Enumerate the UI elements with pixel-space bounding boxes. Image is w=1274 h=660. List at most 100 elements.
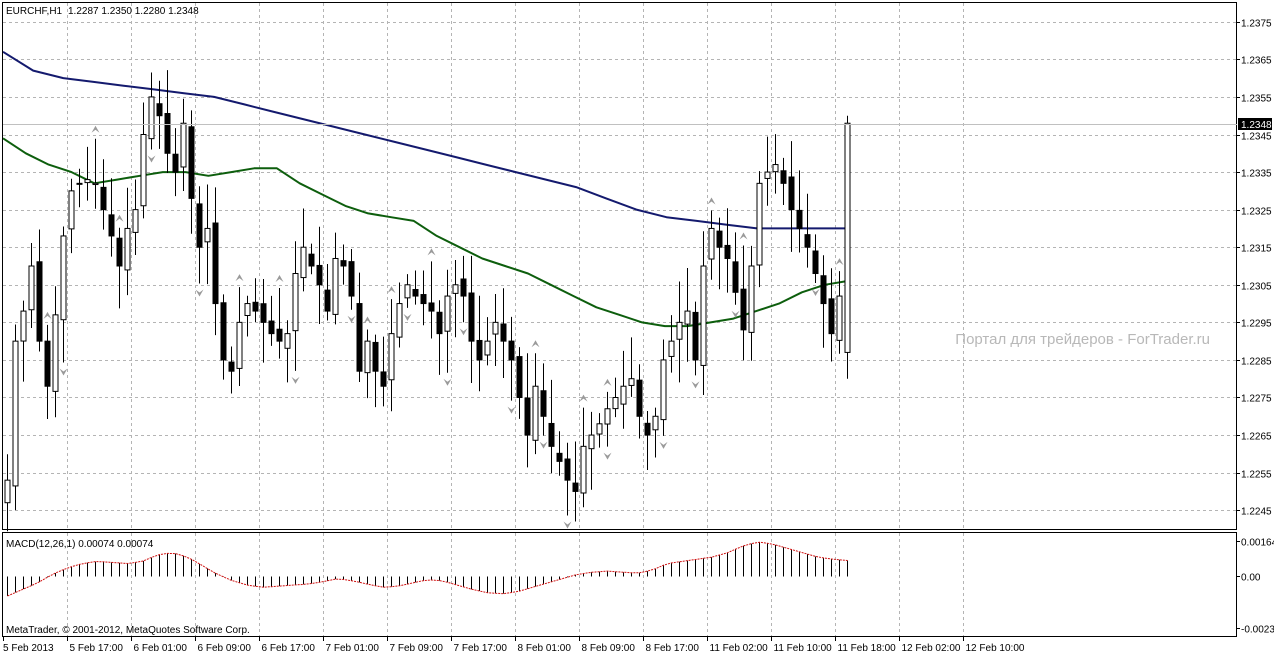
candle [708, 210, 715, 280]
candle [92, 138, 99, 209]
fractal-up-marker [275, 275, 284, 283]
watermark-text: Портал для трейдеров - ForTrader.ru [955, 331, 1210, 348]
candle [300, 208, 307, 292]
candle [340, 244, 347, 285]
candle [844, 115, 851, 379]
candle [156, 80, 163, 149]
y-tick-label: 1.2245 [1241, 507, 1272, 518]
y-tick-label: 1.2255 [1241, 470, 1272, 481]
candle [756, 171, 763, 288]
fractal-down-marker [659, 441, 668, 449]
candle [692, 301, 699, 376]
y-tick-label: 1.2275 [1241, 394, 1272, 405]
macd-histogram [7, 541, 848, 597]
candle [596, 413, 603, 448]
candle [772, 134, 779, 194]
current-price-marker: 1.2348 [1238, 118, 1272, 131]
candle [44, 324, 51, 419]
candle [564, 442, 571, 516]
fractal-up-marker [427, 248, 436, 256]
candle [820, 255, 827, 348]
candle [828, 268, 835, 362]
candle [276, 288, 283, 359]
candle [188, 110, 195, 234]
candle [684, 268, 691, 362]
x-tick-label: 8 Feb 17:00 [646, 643, 700, 654]
candle [780, 157, 787, 206]
fractal-up-marker [531, 340, 540, 348]
y-tick-label: 1.2365 [1241, 56, 1272, 67]
candle [60, 226, 67, 363]
candle [460, 255, 467, 323]
candle [452, 260, 459, 338]
symbol-label: EURCHF,H1 [6, 6, 63, 17]
x-tick-label: 6 Feb 17:00 [262, 643, 316, 654]
y-tick-label: 1.2305 [1241, 282, 1272, 293]
candle [12, 324, 19, 511]
fractal-down-marker [563, 521, 572, 529]
candle [500, 288, 507, 379]
y-tick-label: 1.2355 [1241, 94, 1272, 105]
x-tick-label: 6 Feb 09:00 [198, 643, 252, 654]
x-tick-label: 5 Feb 17:00 [70, 643, 124, 654]
candle [676, 281, 683, 383]
fractal-up-marker [363, 316, 372, 324]
candle [220, 294, 227, 380]
fractal-up-marker [739, 232, 748, 240]
candle [660, 339, 667, 436]
candle [308, 243, 315, 275]
macd-label: MACD(12,26,1) 0.00074 0.00074 [6, 539, 154, 550]
candle [116, 227, 123, 309]
candle [652, 407, 659, 458]
candle [556, 431, 563, 476]
fractal-up-marker [91, 125, 100, 133]
candle [524, 353, 531, 468]
candle [644, 411, 651, 470]
candle [228, 346, 235, 394]
candle [516, 347, 523, 419]
fractal-down-marker [811, 288, 820, 296]
x-tick-label: 12 Feb 02:00 [902, 643, 961, 654]
candle [700, 231, 707, 396]
candle [84, 146, 91, 201]
macd-axis: 0.00164 0.00 -0.00238 [1236, 538, 1274, 636]
candle [252, 278, 259, 322]
x-tick-label: 11 Feb 10:00 [774, 643, 833, 654]
candle [484, 317, 491, 366]
main-grid [3, 3, 1236, 529]
candle [532, 353, 539, 455]
macd-y-tick-label: -0.00238 [1241, 625, 1274, 636]
y-tick-label: 1.2295 [1241, 319, 1272, 330]
candle [140, 102, 147, 219]
y-tick-label: 1.2285 [1241, 357, 1272, 368]
candle [836, 271, 843, 354]
time-axis: 5 Feb 2013 5 Feb 17:00 6 Feb 01:00 6 Feb 09… [3, 637, 1025, 654]
y-tick-label: 1.2315 [1241, 244, 1272, 255]
candle [732, 232, 739, 305]
fractal-down-marker [403, 313, 412, 321]
x-tick-label: 6 Feb 01:00 [134, 643, 188, 654]
candle [804, 193, 811, 268]
candle [212, 187, 219, 336]
candle [508, 316, 515, 401]
y-tick-label: 1.2325 [1241, 207, 1272, 218]
candle [468, 255, 475, 384]
candle [628, 337, 635, 397]
copyright-text: MetaTrader, © 2001-2012, MetaQuotes Soft… [6, 625, 250, 636]
x-tick-label: 12 Feb 10:00 [966, 643, 1025, 654]
candle [396, 282, 403, 348]
candle [444, 269, 451, 373]
fractal-down-marker [459, 328, 468, 336]
candle [332, 232, 339, 325]
candle [36, 229, 43, 352]
fractal-markers [43, 125, 844, 529]
y-tick-label: 1.2345 [1241, 132, 1272, 143]
candle [76, 168, 83, 208]
candle [68, 178, 75, 254]
fractal-down-marker [147, 155, 156, 163]
fractal-up-marker [235, 274, 244, 282]
candle [788, 141, 795, 252]
candle [316, 226, 323, 324]
